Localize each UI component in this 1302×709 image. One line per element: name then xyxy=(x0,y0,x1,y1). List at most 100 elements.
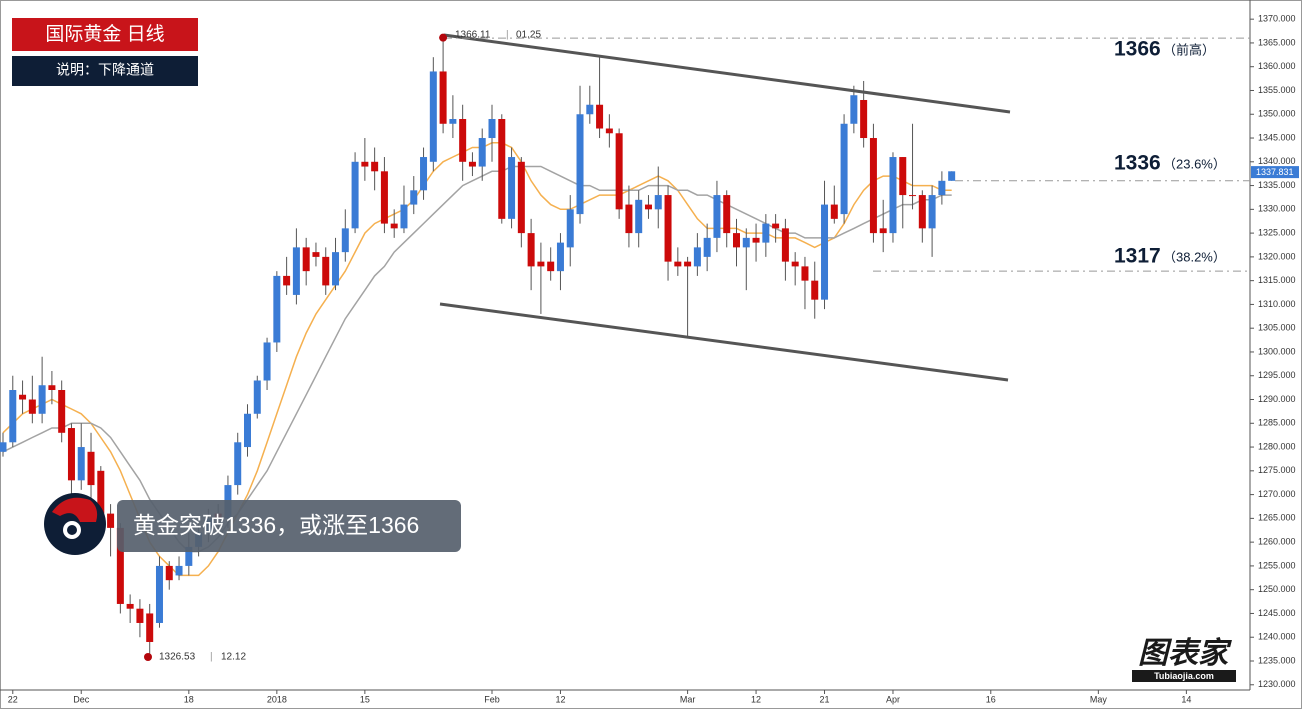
y-tick-label: 1240.000 xyxy=(1258,632,1296,642)
candle-body xyxy=(517,161,525,234)
channel-upper xyxy=(443,33,1011,114)
candle-body xyxy=(38,385,46,414)
level-note: （38.2%） xyxy=(1163,249,1226,264)
candle-body xyxy=(586,104,594,115)
y-tick-label: 1300.000 xyxy=(1258,346,1296,356)
channel-lower xyxy=(439,302,1009,382)
candle-body xyxy=(58,390,66,433)
candle-body xyxy=(928,195,936,229)
y-tick-label: 1235.000 xyxy=(1258,655,1296,665)
candle-body xyxy=(48,385,56,391)
y-tick-label: 1285.000 xyxy=(1258,418,1296,428)
price-tag-label: 1337.831 xyxy=(1256,167,1294,177)
candle-body xyxy=(146,613,154,642)
candle-body xyxy=(19,394,27,400)
level-label: 1336 xyxy=(1114,152,1161,175)
candle-body xyxy=(801,266,809,281)
y-tick-label: 1320.000 xyxy=(1258,251,1296,261)
candle-body xyxy=(508,157,516,219)
candle-body xyxy=(77,447,85,481)
x-tick-label: Mar xyxy=(680,694,696,704)
candle-body xyxy=(488,119,496,139)
candle-body xyxy=(850,95,858,124)
x-tick-label: 22 xyxy=(8,694,18,704)
chart-title: 国际黄金 日线 xyxy=(45,23,164,45)
candle-body xyxy=(713,195,721,238)
candle-body xyxy=(605,128,613,134)
candle-body xyxy=(693,247,701,267)
candle-body xyxy=(283,275,291,286)
level-label: 1366 xyxy=(1114,38,1161,61)
y-tick-label: 1275.000 xyxy=(1258,465,1296,475)
candle-body xyxy=(811,280,819,300)
candle-body xyxy=(498,119,506,219)
candle-body xyxy=(615,133,623,210)
chart-subtitle: 说明：下降通道 xyxy=(56,62,154,78)
candle-body xyxy=(439,71,447,124)
candle-body xyxy=(87,451,95,486)
candle-body xyxy=(762,223,770,243)
candle-body xyxy=(185,546,193,566)
candle-body xyxy=(253,380,261,414)
candle-body xyxy=(244,413,251,448)
candle-body xyxy=(332,252,340,286)
candle-body xyxy=(97,470,105,514)
candle-body xyxy=(0,442,7,452)
x-tick-label: 18 xyxy=(184,694,194,704)
candle-body xyxy=(527,233,535,267)
low-note-dot xyxy=(144,653,152,661)
candle-body xyxy=(459,119,467,162)
candle-body xyxy=(400,204,408,229)
y-tick-label: 1260.000 xyxy=(1258,537,1296,547)
candle-body xyxy=(860,99,868,139)
y-tick-label: 1290.000 xyxy=(1258,394,1296,404)
candle-body xyxy=(791,261,799,267)
note-separator: | xyxy=(210,652,213,663)
level-note: （前高） xyxy=(1163,42,1215,57)
x-tick-label: 15 xyxy=(360,694,370,704)
candle-body xyxy=(654,195,662,210)
candle-body xyxy=(116,527,124,604)
annotation-box xyxy=(117,500,461,552)
candle-body xyxy=(67,428,75,481)
y-tick-label: 1305.000 xyxy=(1258,323,1296,333)
candle-body xyxy=(644,204,652,210)
candle-body xyxy=(566,209,574,248)
candle-body xyxy=(556,242,564,272)
candle-body xyxy=(840,123,848,215)
levels: 1366 （前高） 1336 （23.6%） 1317 （38.2%） xyxy=(444,38,1250,272)
candle-body xyxy=(429,71,437,162)
candle-body xyxy=(664,195,672,262)
candle-body xyxy=(772,223,780,229)
high-note-dot xyxy=(439,33,448,42)
watermark: 图表家 xyxy=(1138,636,1232,670)
subtitle-box xyxy=(12,56,198,86)
x-tick-label: 12 xyxy=(751,694,761,704)
y-tick-label: 1355.000 xyxy=(1258,85,1296,95)
candle-body xyxy=(107,513,115,528)
high-note-date: 01.25 xyxy=(516,30,541,41)
moving-average xyxy=(2,142,952,577)
candle-body xyxy=(322,256,330,286)
y-tick-label: 1365.000 xyxy=(1258,37,1296,47)
high-note-value: 1366.11 xyxy=(455,30,491,41)
candle-body xyxy=(292,247,300,295)
candle-body xyxy=(879,228,887,234)
y-tick-label: 1350.000 xyxy=(1258,109,1296,119)
y-tick-label: 1310.000 xyxy=(1258,299,1296,309)
note-separator: | xyxy=(506,30,509,41)
candle-body xyxy=(341,228,349,253)
candle-body xyxy=(390,223,398,229)
candle-body xyxy=(165,565,173,581)
watermark-bar xyxy=(1132,670,1236,682)
candle-body xyxy=(703,237,711,257)
level-note: （23.6%） xyxy=(1163,156,1226,171)
axes: 1230.000 1235.000 1240.000 1245.000 1250.000… xyxy=(8,14,1299,704)
candle-body xyxy=(126,603,134,609)
candle-body xyxy=(547,261,555,272)
candle-body xyxy=(752,237,760,243)
y-tick-label: 1335.000 xyxy=(1258,180,1296,190)
